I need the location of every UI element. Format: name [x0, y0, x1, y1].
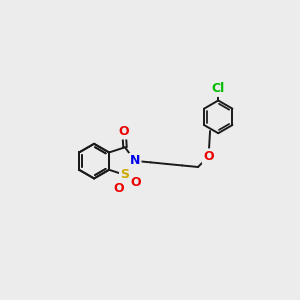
Text: O: O [119, 125, 129, 138]
Text: N: N [130, 154, 140, 167]
Text: O: O [203, 150, 214, 163]
Text: S: S [121, 169, 130, 182]
Text: O: O [113, 182, 124, 195]
Text: Cl: Cl [212, 82, 225, 95]
Text: O: O [131, 176, 142, 189]
